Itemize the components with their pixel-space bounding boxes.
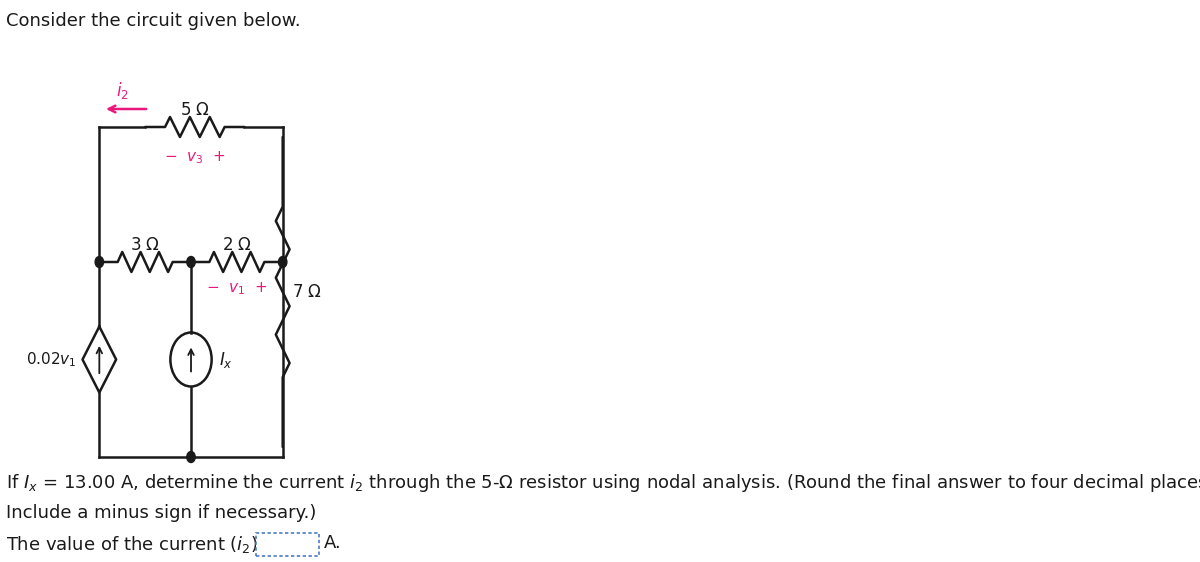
Circle shape <box>187 451 196 463</box>
Text: $0.02v_1$: $0.02v_1$ <box>26 350 77 369</box>
Circle shape <box>95 256 103 268</box>
Text: 7 $\Omega$: 7 $\Omega$ <box>292 283 322 301</box>
Text: $i_2$: $i_2$ <box>116 80 128 101</box>
Text: $-$  $v_3$  $+$: $-$ $v_3$ $+$ <box>164 149 226 166</box>
Text: 2 $\Omega$: 2 $\Omega$ <box>222 236 252 254</box>
Circle shape <box>278 256 287 268</box>
Text: 5 $\Omega$: 5 $\Omega$ <box>180 101 210 119</box>
Text: If $I_x$ = 13.00 A, determine the current $i_2$ through the 5-Ω resistor using n: If $I_x$ = 13.00 A, determine the curren… <box>6 472 1200 494</box>
Text: Include a minus sign if necessary.): Include a minus sign if necessary.) <box>6 504 317 522</box>
FancyBboxPatch shape <box>256 533 319 556</box>
Text: The value of the current ($i_2$) is: The value of the current ($i_2$) is <box>6 534 280 555</box>
Text: A.: A. <box>324 534 342 552</box>
Circle shape <box>187 256 196 268</box>
Text: $I_x$: $I_x$ <box>220 350 233 369</box>
Text: $-$  $v_1$  $+$: $-$ $v_1$ $+$ <box>206 280 268 297</box>
Text: Consider the circuit given below.: Consider the circuit given below. <box>6 12 301 30</box>
Text: 3 $\Omega$: 3 $\Omega$ <box>130 236 160 254</box>
